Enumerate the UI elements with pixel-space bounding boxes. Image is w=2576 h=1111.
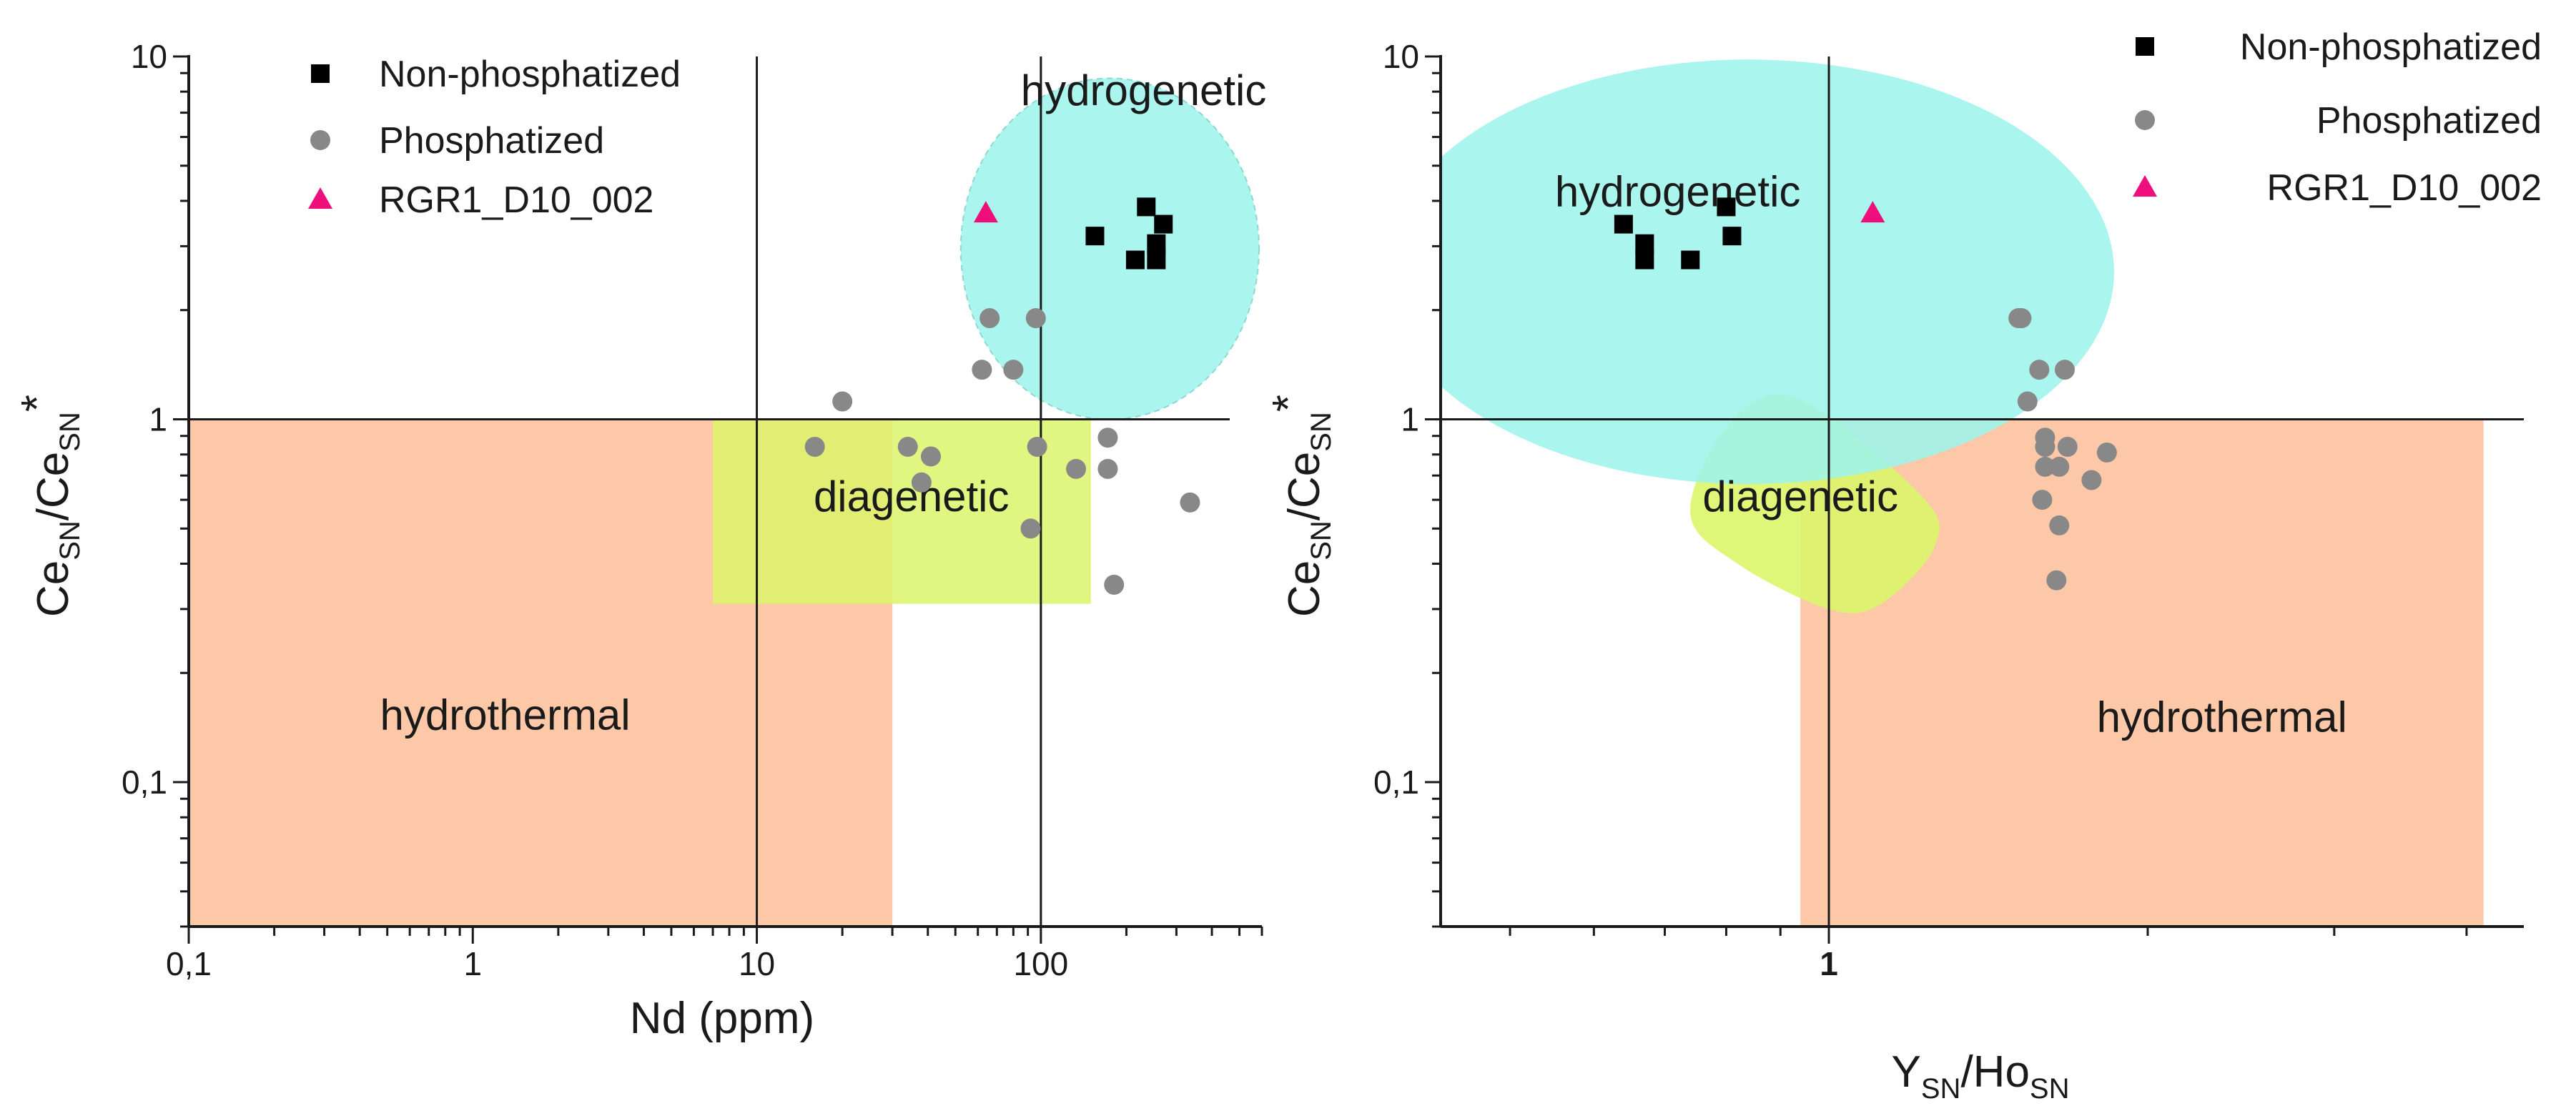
legend-label: RGR1_D10_002 — [2267, 167, 2542, 209]
x-tick-label: 0,1 — [166, 945, 212, 982]
x-tick-label: 10 — [739, 945, 775, 982]
point-square — [1125, 250, 1145, 270]
data-points — [804, 197, 1200, 595]
hydrogenetic-region — [1441, 59, 2114, 485]
y-axis-title: CeSN/CeSN* — [13, 395, 86, 617]
legend: Non-phosphatized Phosphatized RGR1_D10_002 — [2133, 26, 2542, 209]
hydrogenetic-label: hydrogenetic — [1021, 66, 1267, 114]
legend-label: Non-phosphatized — [2240, 26, 2542, 68]
x-axis-title: YSN/HoSN — [1892, 1047, 2070, 1105]
point-circle — [1180, 492, 1200, 513]
point-circle — [1104, 574, 1125, 595]
point-circle — [2081, 470, 2102, 490]
point-circle — [2054, 360, 2075, 380]
legend-marker-circle — [310, 130, 330, 150]
x-tick-label: 1 — [1820, 945, 1838, 982]
right-panel: hydrothermal diagenetic hydrogenetic 0,1 1 10… — [1264, 26, 2542, 1105]
point-square — [1147, 250, 1166, 270]
diagenetic-label: diagenetic — [814, 473, 1010, 520]
legend-label: Phosphatized — [379, 120, 604, 162]
y-tick-label: 10 — [131, 38, 167, 75]
point-square — [1137, 197, 1156, 217]
legend-marker-triangle — [2133, 175, 2157, 197]
point-circle — [832, 391, 853, 412]
point-circle — [1097, 458, 1118, 479]
point-circle — [911, 472, 932, 493]
region-labels: hydrothermal diagenetic hydrogenetic — [380, 66, 1266, 739]
point-circle — [1027, 436, 1047, 457]
point-square — [1635, 250, 1654, 270]
point-square — [1154, 214, 1173, 234]
point-circle — [897, 436, 918, 457]
legend-marker-circle — [2135, 110, 2155, 130]
reference-lines — [1441, 56, 2524, 927]
point-circle — [2049, 515, 2070, 535]
point-circle — [1066, 458, 1087, 479]
point-square — [1147, 234, 1166, 253]
hydrothermal-label: hydrothermal — [380, 691, 630, 739]
point-square — [1717, 197, 1736, 217]
point-circle — [2035, 456, 2056, 477]
point-circle — [1003, 360, 1024, 380]
axes: 0,1 1 10 1 — [1373, 38, 2524, 982]
point-square — [1681, 250, 1700, 270]
point-circle — [979, 308, 1000, 329]
point-triangle — [1860, 201, 1885, 223]
x-axis-title: Nd (ppm) — [630, 994, 814, 1043]
point-square — [1085, 227, 1105, 246]
x-tick-label: 1 — [463, 945, 482, 982]
point-square — [1722, 227, 1742, 246]
y-tick-label: 1 — [149, 401, 167, 438]
point-circle — [921, 446, 942, 467]
reference-lines — [189, 56, 1230, 927]
x-tick-label: 100 — [1013, 945, 1068, 982]
legend: Non-phosphatized Phosphatized RGR1_D10_002 — [308, 54, 681, 221]
point-circle — [2096, 442, 2117, 463]
point-circle — [1020, 518, 1041, 539]
left-panel: hydrothermaldiagenetichydrogenetic0,1110… — [13, 38, 1266, 1043]
point-triangle — [973, 201, 998, 223]
hydrogenetic-label: hydrogenetic — [1555, 168, 1801, 216]
y-tick-label: 0,1 — [1373, 764, 1419, 801]
point-circle — [804, 436, 825, 457]
point-circle — [2032, 490, 2053, 510]
legend-label: RGR1_D10_002 — [379, 179, 653, 221]
legend-marker-square — [311, 64, 330, 83]
point-circle — [2057, 436, 2078, 457]
legend-label: Phosphatized — [2316, 100, 2542, 142]
point-circle — [2029, 360, 2050, 380]
diagenetic-label: diagenetic — [1702, 473, 1898, 520]
legend-marker-triangle — [308, 187, 332, 209]
legend-label: Non-phosphatized — [379, 54, 681, 95]
y-tick-label: 10 — [1383, 38, 1419, 75]
point-circle — [2035, 436, 2056, 457]
point-circle — [1097, 428, 1118, 448]
y-tick-label: 0,1 — [122, 764, 167, 801]
point-circle — [2046, 570, 2067, 591]
point-circle — [1025, 308, 1046, 329]
point-circle — [2049, 456, 2070, 477]
point-square — [1614, 214, 1633, 234]
point-circle — [2011, 308, 2032, 329]
legend-marker-square — [2136, 37, 2154, 56]
y-axis-title: CeSN/CeSN* — [1264, 395, 1337, 617]
y-tick-label: 1 — [1401, 401, 1419, 438]
point-square — [1635, 234, 1654, 253]
hydrothermal-label: hydrothermal — [2097, 693, 2347, 741]
data-points — [1614, 197, 2117, 591]
regions — [189, 77, 1260, 927]
point-circle — [2017, 391, 2038, 412]
point-circle — [972, 360, 992, 380]
region-labels: hydrothermal diagenetic hydrogenetic — [1555, 168, 2347, 741]
axes: 0,1 1 10 0,1 1 10 100 — [122, 38, 1263, 982]
regions — [1441, 59, 2484, 927]
